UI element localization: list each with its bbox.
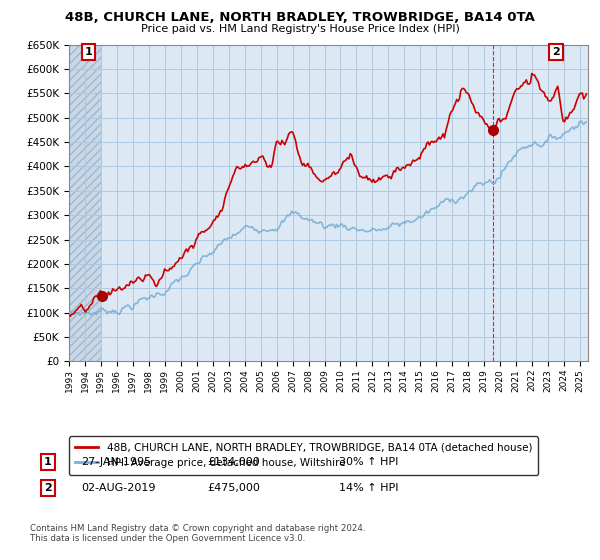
- Legend: 48B, CHURCH LANE, NORTH BRADLEY, TROWBRIDGE, BA14 0TA (detached house), HPI: Ave: 48B, CHURCH LANE, NORTH BRADLEY, TROWBRI…: [69, 436, 538, 475]
- Text: 30% ↑ HPI: 30% ↑ HPI: [339, 457, 398, 467]
- Text: 02-AUG-2019: 02-AUG-2019: [81, 483, 155, 493]
- Text: Contains HM Land Registry data © Crown copyright and database right 2024.
This d: Contains HM Land Registry data © Crown c…: [30, 524, 365, 543]
- Text: £475,000: £475,000: [207, 483, 260, 493]
- Bar: [69, 45, 102, 361]
- Text: 1: 1: [84, 47, 92, 57]
- Text: 14% ↑ HPI: 14% ↑ HPI: [339, 483, 398, 493]
- Text: 27-JAN-1995: 27-JAN-1995: [81, 457, 151, 467]
- Text: Price paid vs. HM Land Registry's House Price Index (HPI): Price paid vs. HM Land Registry's House …: [140, 24, 460, 34]
- Text: 2: 2: [44, 483, 52, 493]
- Text: 48B, CHURCH LANE, NORTH BRADLEY, TROWBRIDGE, BA14 0TA: 48B, CHURCH LANE, NORTH BRADLEY, TROWBRI…: [65, 11, 535, 24]
- Text: £134,000: £134,000: [207, 457, 260, 467]
- Text: 1: 1: [44, 457, 52, 467]
- Text: 2: 2: [552, 47, 560, 57]
